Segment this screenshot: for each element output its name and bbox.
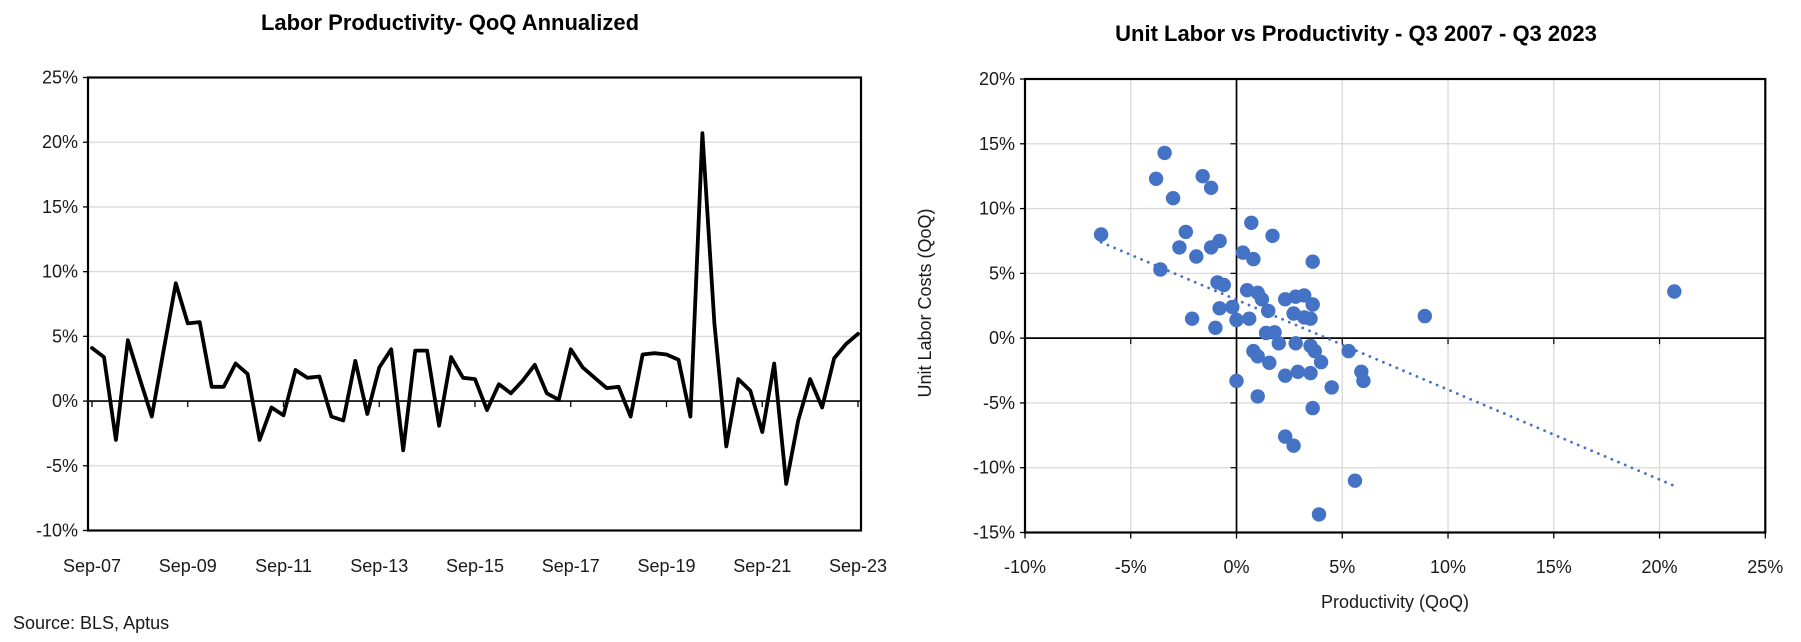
data-point [1265, 228, 1280, 243]
data-point [1225, 299, 1240, 315]
data-point [1178, 224, 1194, 240]
y-axis-tick-label: -10% [973, 458, 1015, 478]
data-point [1203, 180, 1219, 195]
data-point [1235, 245, 1251, 260]
data-point [1195, 169, 1210, 184]
y-axis-tick-label: 20% [979, 69, 1015, 89]
data-point [1271, 336, 1287, 351]
data-point [1417, 308, 1433, 324]
data-point [1250, 389, 1265, 404]
data-point [1311, 507, 1327, 522]
x-axis-tick-label: 20% [1642, 557, 1678, 577]
data-point [1172, 240, 1187, 255]
x-axis-tick-label: Sep-11 [255, 556, 312, 576]
scatter-chart-plot: -10% -5% 0% 5% 10% 15% 20% 25% 20% 15% 10% 5% 0% -5% -… [973, 69, 1783, 577]
data-point [1278, 429, 1293, 444]
x-axis-tick-label: -10% [1004, 557, 1046, 577]
data-point [1246, 251, 1261, 267]
y-axis-tick-label: 0% [52, 391, 78, 411]
x-axis-tick-label: 5% [1329, 557, 1355, 577]
y-axis-tick-label: 25% [42, 68, 78, 88]
x-axis-tick-label: -5% [1115, 557, 1147, 577]
data-point [1165, 191, 1181, 206]
line-chart-title: Labor Productivity- QoQ Annualized [261, 10, 639, 35]
data-point [1347, 473, 1363, 488]
x-axis-tick-label: Sep-19 [637, 556, 695, 576]
plot-border [86, 76, 863, 532]
data-point [1290, 364, 1306, 379]
data-point [1212, 301, 1227, 316]
y-axis-tick-label: 0% [989, 328, 1015, 348]
source-note: Source: BLS, Aptus [13, 613, 169, 633]
x-axis-tick-label: Sep-23 [829, 556, 887, 576]
x-axis-tick-label: Sep-17 [542, 556, 600, 576]
x-axis-title: Productivity (QoQ) [1321, 592, 1469, 612]
x-axis-tick-label: Sep-15 [446, 556, 504, 576]
y-axis-tick-label: 15% [979, 134, 1015, 154]
data-point [1356, 373, 1371, 389]
y-axis-tick-label: -10% [36, 521, 78, 541]
data-point [1313, 354, 1329, 370]
data-point [1305, 400, 1320, 416]
data-point [1303, 311, 1318, 326]
data-point [1286, 438, 1301, 453]
data-point [1244, 215, 1259, 230]
data-point [1267, 325, 1282, 340]
x-axis-tick-label: 25% [1747, 557, 1783, 577]
x-axis-tick-label: Sep-21 [733, 556, 791, 576]
data-point [1297, 288, 1312, 303]
data-point [1288, 336, 1303, 351]
plot-border [1023, 77, 1767, 534]
trend-line [1099, 240, 1676, 488]
data-point [1208, 320, 1223, 335]
data-point [1093, 227, 1109, 242]
y-axis-tick-label: 20% [42, 132, 78, 152]
y-axis-title: Unit Labor Costs (QoQ) [915, 208, 935, 397]
data-point [1324, 380, 1339, 395]
data-point [1667, 284, 1682, 299]
scatter-chart-title: Unit Labor vs Productivity - Q3 2007 - Q… [1115, 21, 1597, 46]
data-point [1341, 343, 1356, 359]
x-axis-tick-label: 10% [1430, 557, 1466, 577]
y-axis-tick-label: 5% [989, 263, 1015, 283]
x-axis-tick-label: 0% [1224, 557, 1250, 577]
data-point [1254, 292, 1270, 307]
data-point [1153, 262, 1168, 277]
data-point [1189, 249, 1204, 264]
x-axis-tick-label: Sep-13 [350, 556, 408, 576]
productivity-line [90, 131, 860, 486]
x-axis-tick-label: Sep-07 [63, 556, 121, 576]
y-axis-tick-label: 5% [52, 326, 78, 346]
data-point [1278, 368, 1293, 383]
y-axis-tick-label: -5% [983, 393, 1015, 413]
data-point [1184, 311, 1200, 326]
data-point [1148, 171, 1164, 186]
data-point [1216, 277, 1232, 293]
data-point [1229, 373, 1244, 389]
data-point [1242, 311, 1257, 326]
x-axis-tick-label: 15% [1536, 557, 1572, 577]
x-axis-tick-label: Sep-09 [159, 556, 217, 576]
data-point [1303, 365, 1318, 381]
y-axis-tick-label: 10% [42, 262, 78, 282]
data-point [1157, 145, 1172, 161]
y-axis-tick-label: -5% [46, 456, 78, 476]
data-point [1262, 355, 1277, 370]
y-axis-tick-label: -15% [973, 523, 1015, 543]
data-point [1305, 254, 1320, 269]
data-point [1261, 303, 1276, 319]
y-axis-tick-label: 15% [42, 197, 78, 217]
line-chart-plot: Sep-07 Sep-09 Sep-11 Sep-13 Sep-15 Sep-17 Sep-… [36, 68, 887, 577]
data-point [1203, 240, 1219, 255]
y-axis-tick-label: 10% [979, 199, 1015, 219]
data-point [1307, 343, 1323, 359]
data-point [1229, 312, 1244, 328]
data-point [1305, 297, 1320, 312]
data-point [1250, 349, 1265, 364]
